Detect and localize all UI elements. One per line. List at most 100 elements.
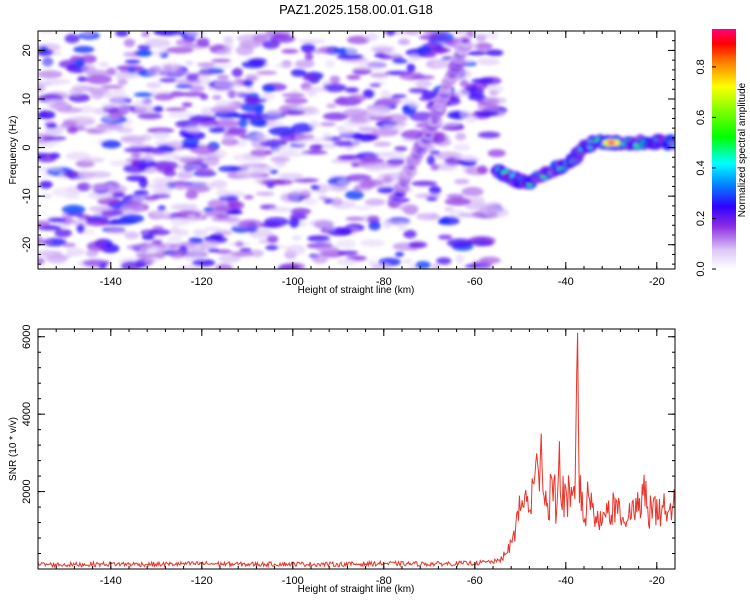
spectrogram-noise-blob (207, 199, 227, 209)
spectrogram-noise-blob (465, 50, 488, 56)
spectrogram-noise-blob (62, 242, 76, 248)
spectrogram-noise-blob (141, 31, 150, 38)
spectrogram-noise-blob (246, 133, 270, 143)
spectrogram-noise-blob (408, 87, 429, 94)
spectrogram-noise-blob (211, 179, 228, 189)
colorbar: 0.0 0.2 0.4 0.6 0.8 Normalized spectral ampl… (695, 29, 748, 277)
spectrogram-noise-blob (473, 266, 494, 269)
spectrogram-noise-blob (482, 207, 510, 218)
spectrogram-noise-blob (186, 73, 199, 82)
spectrogram-noise-blob (96, 123, 118, 129)
spectrogram-noise-blob (337, 96, 346, 105)
spectrogram-noise-blob (143, 153, 153, 162)
spectrogram-noise-blob (146, 127, 175, 134)
spectrogram-noise-blob (256, 70, 278, 75)
spectrogram-noise-blob (336, 53, 364, 60)
x-tick-label: -60 (467, 276, 483, 288)
spectrogram-noise-blob (216, 149, 227, 159)
spectrogram-noise-blob (478, 242, 494, 246)
spectrogram-noise-blob (175, 84, 193, 89)
spectrogram-noise-blob (290, 207, 312, 216)
spectrogram-noise-blob (138, 178, 149, 189)
spectrogram-noise-blob (377, 172, 402, 182)
spectrogram-noise-blob (307, 137, 325, 143)
spectrogram-noise-blob (63, 170, 79, 179)
spectrogram-noise-blob (175, 242, 197, 247)
spectrogram-noise-blob (68, 93, 91, 103)
spectrogram-noise-blob (39, 31, 54, 34)
colorbar-ticks: 0.0 0.2 0.4 0.6 0.8 (695, 59, 716, 277)
spectrogram-noise-blob (88, 86, 109, 94)
spectrogram-noise-blob (369, 115, 393, 121)
spectrogram-noise-blob (254, 176, 264, 184)
spectrogram-noise-blob (234, 241, 244, 247)
spectrogram-noise-blob (124, 199, 142, 209)
colorbar-tick-label: 0.8 (695, 59, 707, 74)
spectrogram-noise-blob (210, 106, 237, 114)
spectrogram-noise-blob (112, 191, 126, 198)
spectrogram-noise-blob (321, 143, 337, 149)
spectrogram-noise-blob (385, 31, 396, 36)
spectrogram-noise-blob (374, 98, 397, 106)
spectrogram-noise-blob (124, 59, 141, 64)
spectrogram-noise-blob (200, 65, 209, 71)
spectrogram-noise-blob (309, 144, 323, 151)
spectrogram-noise-blob (380, 90, 391, 100)
spectrogram-noise-blob (124, 231, 140, 240)
spectrogram-noise-blob (406, 63, 416, 73)
spectrogram-noise-blob (151, 209, 171, 217)
spectrogram-noise-blob (272, 178, 294, 186)
spectrogram-noise-blob (106, 227, 123, 232)
spectrogram-noise-blob (38, 110, 56, 120)
spectrogram-noise-blob (101, 84, 123, 89)
snr-x-label: Height of straight line (km) (298, 584, 415, 595)
spectrogram-noise-blob (319, 122, 336, 127)
spectrogram-noise-blob (270, 31, 295, 34)
spectrogram-noise-blob (212, 95, 222, 100)
spectrogram-noise-blob (302, 74, 319, 82)
ridge-0-core (394, 192, 405, 197)
spectrogram-noise-blob (38, 70, 63, 79)
spectrogram-noise-blob (467, 93, 486, 101)
spectrogram-noise-blob (213, 119, 241, 128)
spectrogram-noise-blob (231, 67, 243, 78)
spectrogram-noise-blob (362, 89, 375, 99)
y-tick-label: -10 (21, 188, 33, 204)
spectrogram-noise-blob (193, 228, 204, 237)
spectrogram-noise-blob (370, 72, 389, 78)
spectrogram-noise-blob (241, 60, 265, 69)
colorbar-tick-label: 0.6 (695, 110, 707, 125)
spectrogram-noise-blob (436, 257, 452, 265)
spectrogram-noise (38, 31, 510, 269)
colorbar-gradient (712, 29, 736, 269)
spectrogram-noise-blob (124, 72, 142, 79)
spectrogram-noise-blob (345, 216, 365, 221)
spectrogram-noise-blob (223, 35, 234, 45)
spectrogram-noise-blob (65, 152, 91, 161)
spectrogram-noise-blob (81, 31, 95, 36)
spectrogram-noise-blob (115, 72, 125, 81)
spectrogram-noise-blob (130, 153, 142, 158)
spectrogram-noise-blob (159, 77, 177, 83)
spectrogram-noise-blob (369, 83, 382, 88)
spectrogram-noise-blob (418, 34, 447, 41)
spectrogram-noise-blob (346, 74, 361, 80)
spectrogram-noise-blob (85, 249, 99, 258)
spectrogram-noise-blob (175, 164, 202, 170)
spectrogram-noise-blob (68, 88, 83, 96)
spectrogram-frame (37, 30, 676, 270)
x-tick-label: -40 (558, 575, 574, 587)
spectrogram-noise-blob (152, 188, 173, 194)
spectrogram-noise-blob (325, 59, 335, 69)
spectrogram-noise-blob (259, 92, 275, 101)
spectrogram-noise-blob (181, 143, 199, 149)
spectrogram-noise-blob (203, 207, 215, 212)
spectrogram-noise-blob (228, 201, 245, 210)
spectrogram-noise-blob (85, 74, 113, 85)
spectrogram-noise-blob (408, 101, 421, 110)
spectrogram-noise-blob (147, 229, 171, 236)
spectrogram-noise-blob (82, 157, 105, 163)
spectrogram-noise-blob (303, 86, 328, 93)
spectrogram-noise-blob (54, 228, 72, 238)
snr-x-axis: -140 -120 -100 -80 -60 -40 -20 (37, 329, 676, 587)
